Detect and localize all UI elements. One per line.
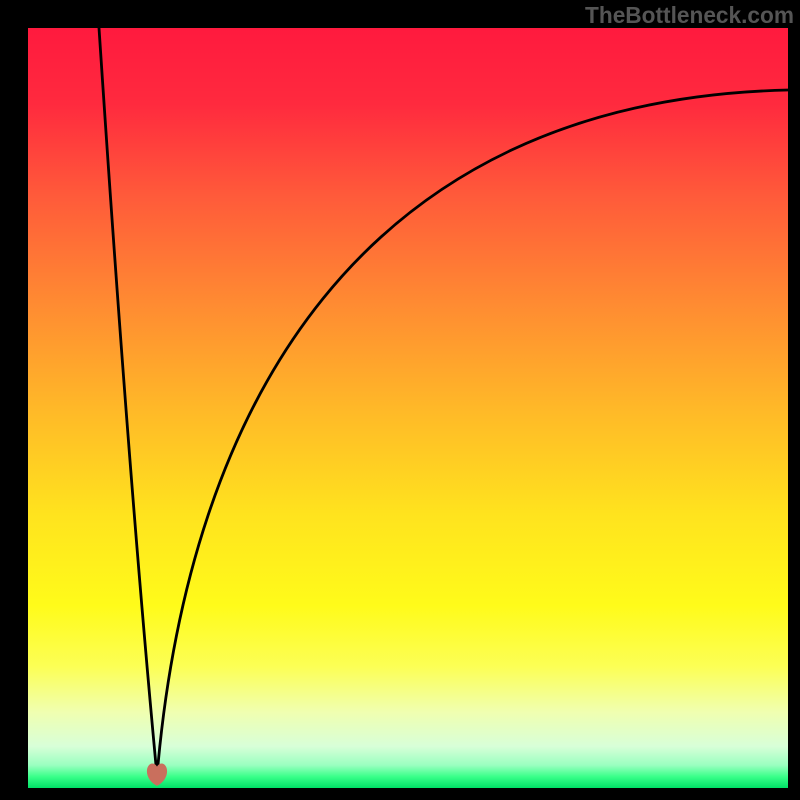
dip-marker-icon [146,760,168,788]
dip-marker-shape [147,763,167,785]
curve-path [99,28,788,776]
chart-container: TheBottleneck.com [0,0,800,800]
bottleneck-curve [28,28,788,788]
watermark-text: TheBottleneck.com [585,2,794,29]
plot-area [28,28,788,788]
